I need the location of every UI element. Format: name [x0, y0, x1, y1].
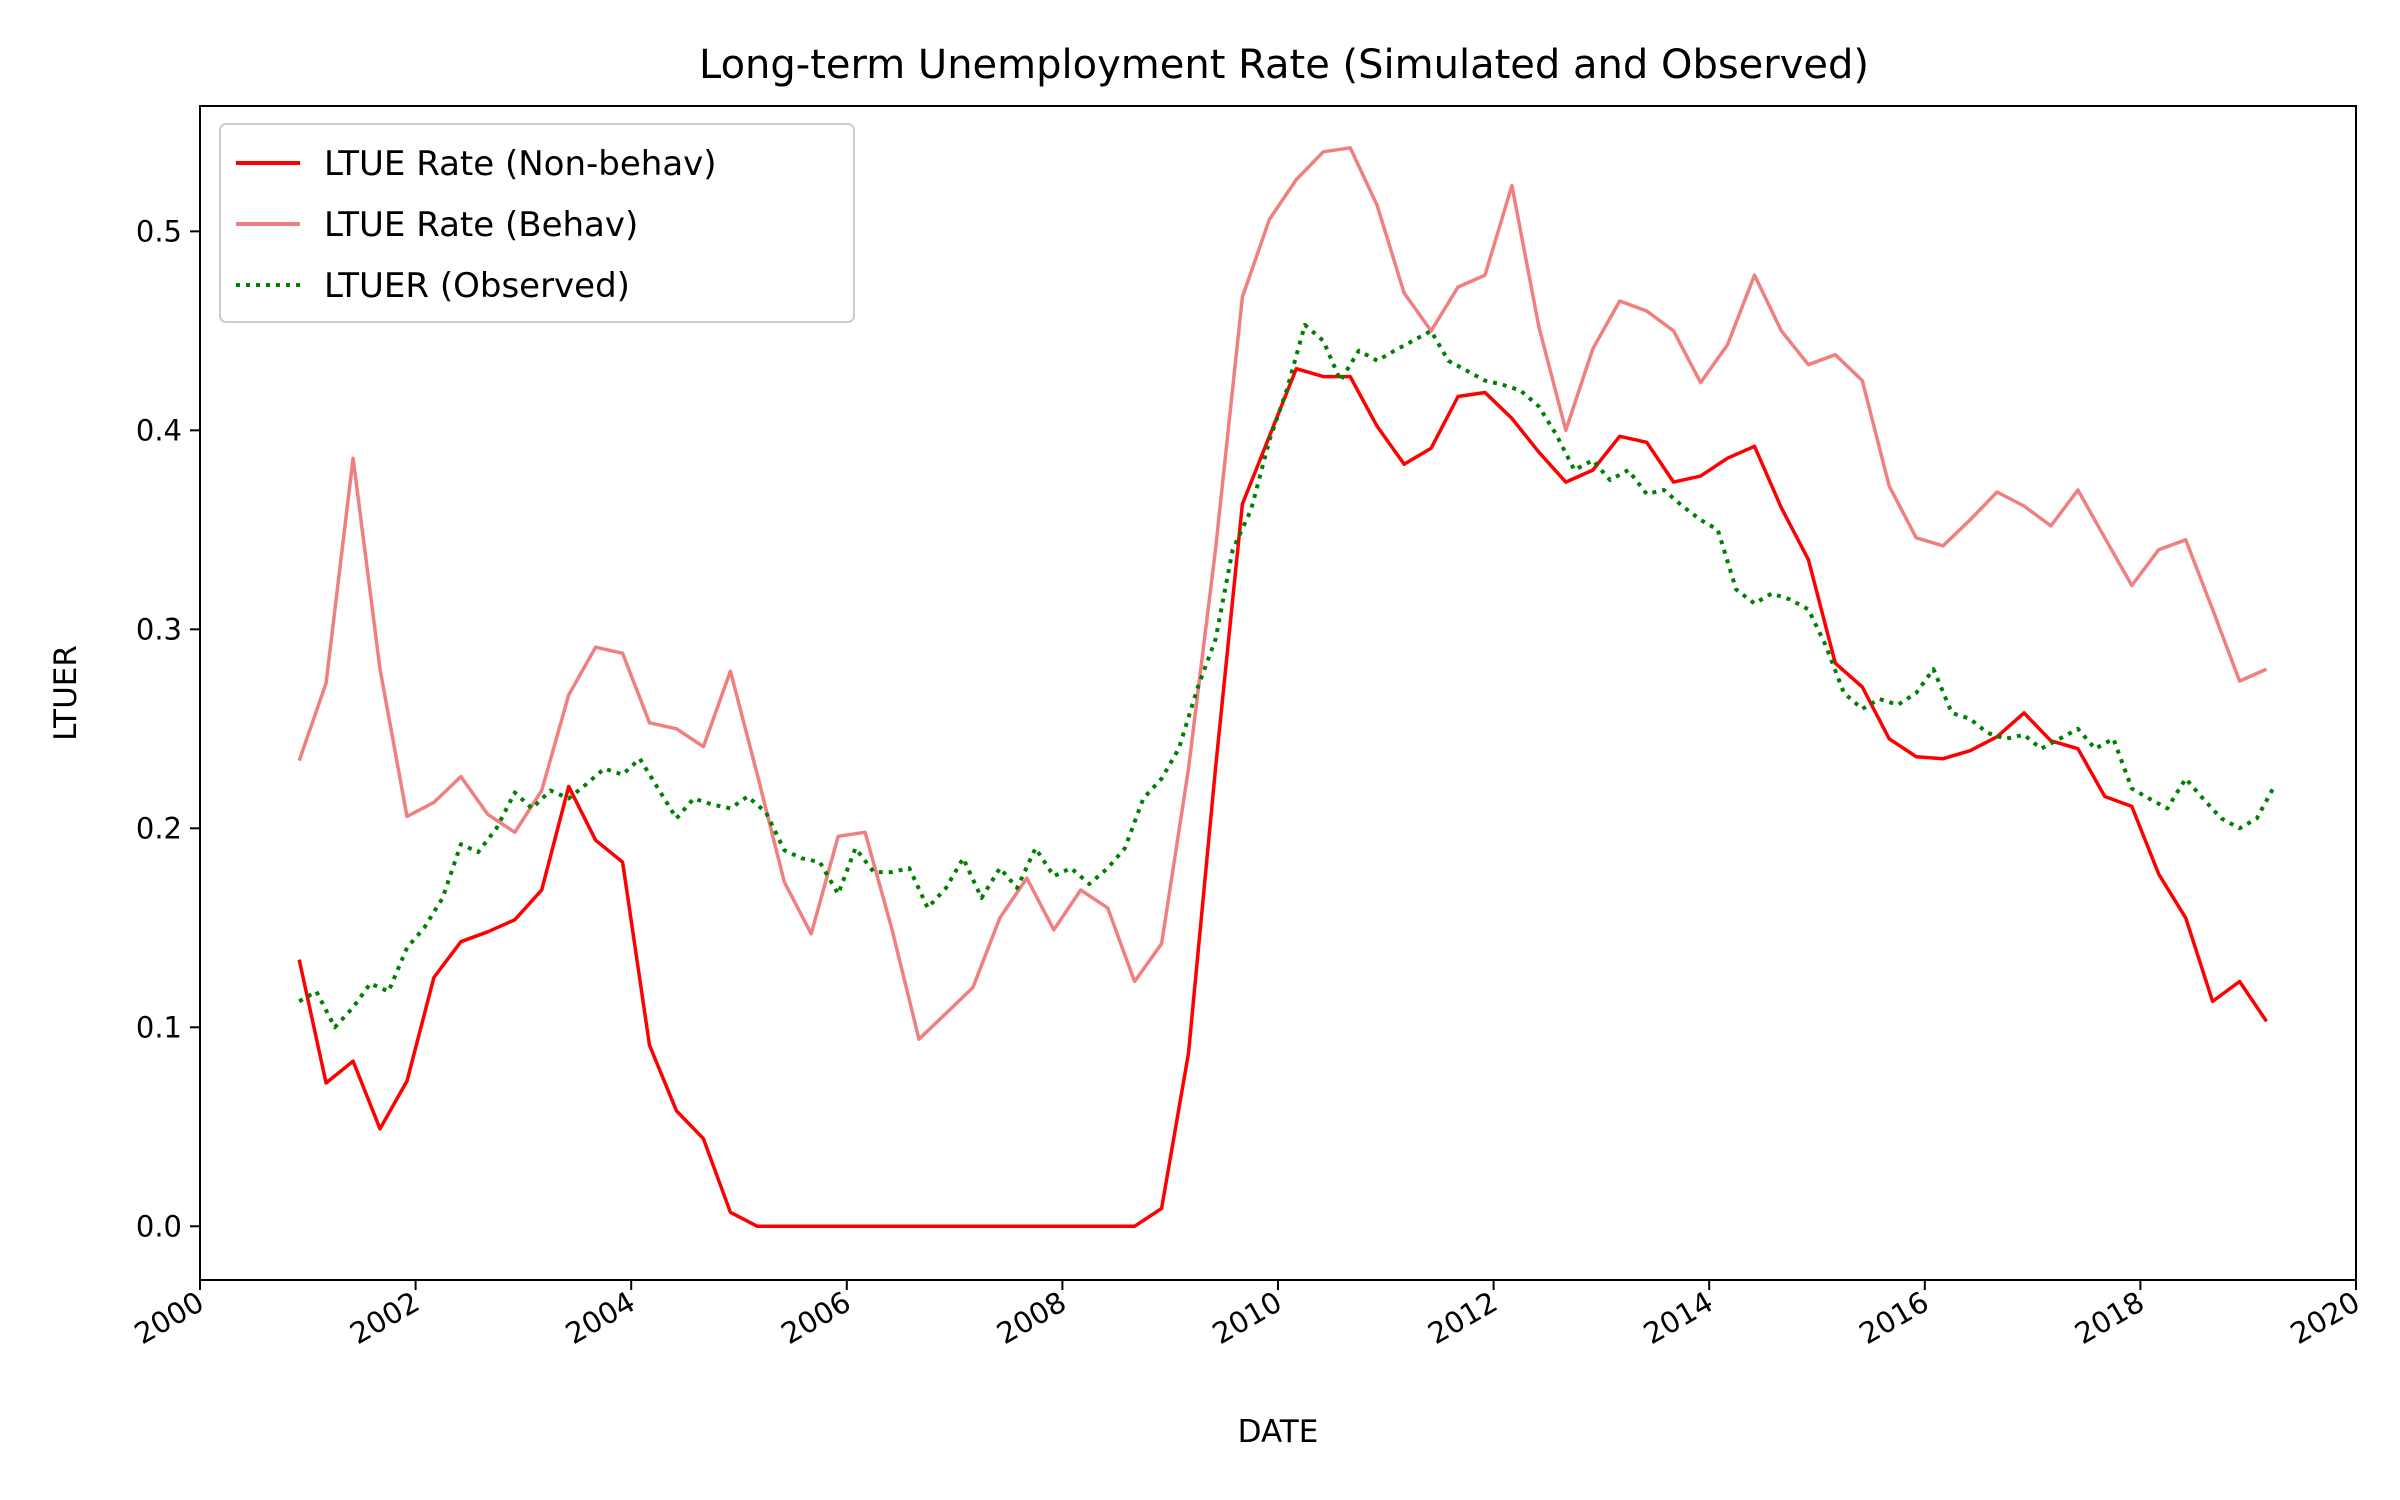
legend-label: LTUE Rate (Non-behav) — [324, 144, 717, 184]
legend: LTUE Rate (Non-behav) LTUE Rate (Behav) LT… — [219, 123, 855, 323]
y-tick-label: 0.3 — [136, 612, 182, 646]
y-tick-label: 0.0 — [136, 1209, 182, 1243]
y-axis-label: LTUER — [48, 645, 84, 741]
y-tick-label: 0.4 — [136, 413, 182, 447]
series-line-ltue-rate-behav — [297, 146, 2268, 1041]
y-tick-label: 0.5 — [136, 214, 182, 248]
legend-label: LTUE Rate (Behav) — [324, 205, 638, 245]
legend-label: LTUER (Observed) — [324, 266, 630, 306]
legend-box — [219, 123, 855, 323]
y-tick-label: 0.2 — [136, 811, 182, 845]
x-axis-label: DATE — [1238, 1414, 1319, 1450]
y-tick-label: 0.1 — [136, 1010, 182, 1044]
series-line-ltue-rate-non-behav — [297, 366, 2268, 1229]
chart-title: Long-term Unemployment Rate (Simulated a… — [699, 42, 1869, 88]
y-axis: 0.0 0.1 0.2 0.3 0.4 0.5 — [136, 214, 200, 1243]
plot-area — [297, 146, 2277, 1229]
